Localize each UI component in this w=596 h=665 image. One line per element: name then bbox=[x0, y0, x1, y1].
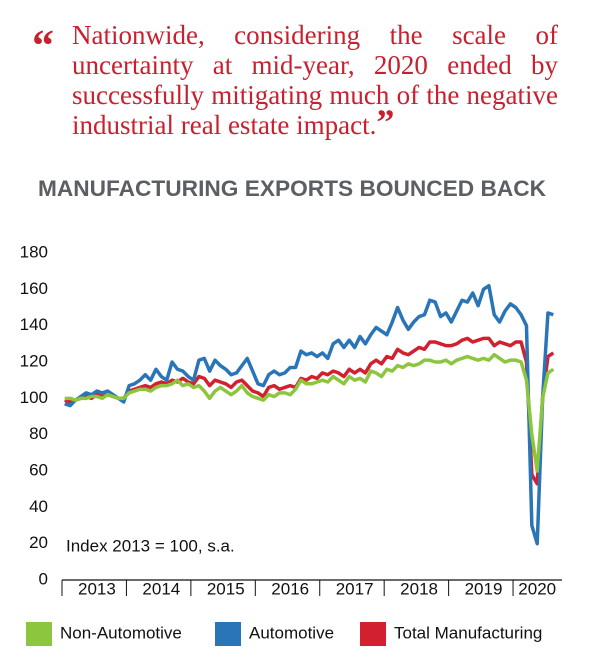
legend-swatch bbox=[26, 622, 52, 646]
y-tick-label: 60 bbox=[29, 460, 48, 479]
series-line bbox=[64, 336, 555, 486]
y-tick-label: 180 bbox=[20, 242, 48, 261]
y-tick-label: 100 bbox=[20, 388, 48, 407]
x-tick-label: 2014 bbox=[142, 579, 180, 598]
y-tick-label: 0 bbox=[39, 569, 48, 588]
y-tick-label: 80 bbox=[29, 424, 48, 443]
series-line bbox=[64, 283, 554, 546]
x-tick-label: 2017 bbox=[336, 579, 374, 598]
legend-label: Total Manufacturing bbox=[394, 623, 542, 642]
annotation: Index 2013 = 100, s.a. bbox=[66, 536, 235, 555]
y-tick-label: 40 bbox=[29, 497, 48, 516]
quote: “ Nationwide, considering the scale of u… bbox=[28, 20, 558, 140]
legend-label: Automotive bbox=[249, 623, 334, 642]
x-tick-label: 2013 bbox=[78, 579, 116, 598]
y-tick-label: 160 bbox=[20, 279, 48, 298]
legend-swatch bbox=[360, 622, 386, 646]
close-quote-mark: ” bbox=[376, 102, 395, 142]
legend-label: Non-Automotive bbox=[60, 623, 182, 642]
quote-body: Nationwide, considering the scale of unc… bbox=[72, 20, 558, 140]
open-quote-mark: “ bbox=[32, 21, 54, 70]
legend-swatch bbox=[215, 622, 241, 646]
x-tick-label: 2016 bbox=[271, 579, 309, 598]
quote-text: Nationwide, considering the scale of unc… bbox=[72, 20, 558, 140]
x-tick-label: 2020 bbox=[518, 579, 556, 598]
y-tick-label: 20 bbox=[29, 533, 48, 552]
x-tick-label: 2018 bbox=[400, 579, 438, 598]
series-line bbox=[64, 352, 555, 473]
x-tick-label: 2015 bbox=[207, 579, 245, 598]
x-tick-label: 2019 bbox=[465, 579, 503, 598]
chart-title: MANUFACTURING EXPORTS BOUNCED BACK bbox=[38, 176, 546, 201]
y-tick-label: 140 bbox=[20, 315, 48, 334]
y-tick-label: 120 bbox=[20, 351, 48, 370]
